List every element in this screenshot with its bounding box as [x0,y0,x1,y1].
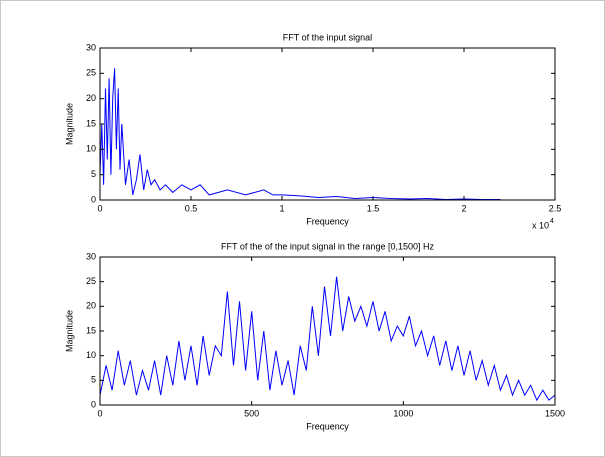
y-tick-label: 5 [91,375,96,385]
y-tick-label: 10 [86,350,96,360]
x-scale-label: x 10 [532,220,549,230]
x-tick-label: 2.5 [549,203,562,213]
x-scale-exponent: 4 [550,218,554,225]
y-tick-label: 0 [91,399,96,409]
y-tick-label: 30 [86,42,96,52]
x-axis-label: Frequency [306,216,349,226]
y-tick-label: 20 [86,301,96,311]
y-tick-label: 20 [86,93,96,103]
y-tick-label: 30 [86,251,96,261]
axes-title: FFT of the of the input signal in the ra… [221,241,434,251]
x-tick-label: 1 [279,203,284,213]
x-tick-label: 2 [461,203,466,213]
x-tick-label: 0.5 [185,203,198,213]
axes-background [100,257,555,405]
y-tick-label: 5 [91,169,96,179]
y-tick-label: 15 [86,325,96,335]
x-tick-label: 1.5 [367,203,380,213]
x-tick-label: 1000 [393,408,413,418]
axes-title: FFT of the input signal [283,32,372,42]
y-tick-label: 15 [86,118,96,128]
x-tick-label: 1500 [545,408,565,418]
x-tick-label: 0 [97,408,102,418]
y-axis-label: Magnitude [64,103,74,145]
x-axis-label: Frequency [306,421,349,431]
x-tick-label: 0 [97,203,102,213]
spectrum-line [99,276,556,402]
y-tick-label: 25 [86,68,96,78]
spectrum-line [99,68,501,201]
axes-background [100,48,555,200]
x-tick-label: 500 [244,408,259,418]
y-tick-label: 0 [91,194,96,204]
y-tick-label: 10 [86,144,96,154]
y-tick-label: 25 [86,276,96,286]
y-axis-label: Magnitude [64,310,74,352]
